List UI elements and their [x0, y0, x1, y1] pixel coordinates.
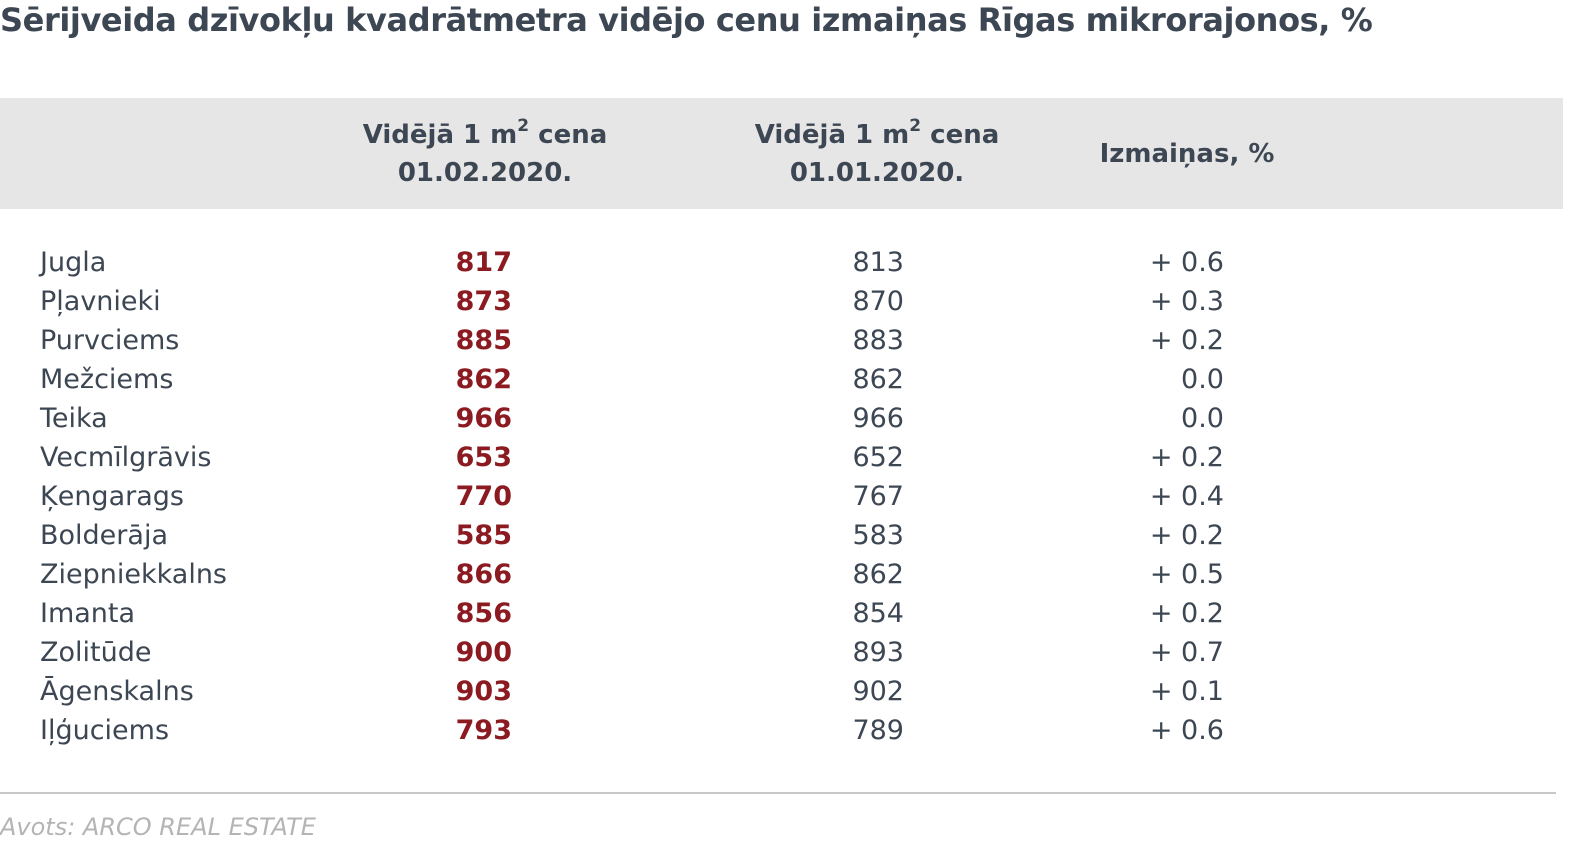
price-jan-value: 854: [852, 598, 904, 629]
district-name: Iļģuciems: [40, 715, 170, 746]
district-name: Bolderāja: [40, 520, 168, 551]
price-feb-value: 873: [455, 286, 512, 317]
table-row: Zolitūde 900 893 + 0.7: [0, 633, 1570, 672]
table-row: Vecmīlgrāvis 653 652 + 0.2: [0, 438, 1570, 477]
district-name: Imanta: [40, 598, 136, 629]
price-jan-value: 966: [852, 403, 904, 434]
price-feb-value: 966: [455, 403, 512, 434]
price-jan-value: 652: [852, 442, 904, 473]
district-name: Purvciems: [40, 325, 180, 356]
table-row: Pļavnieki 873 870 + 0.3: [0, 282, 1570, 321]
price-feb-value: 856: [455, 598, 512, 629]
header-change-label: Izmaiņas, %: [1099, 138, 1275, 169]
price-feb-value: 885: [455, 325, 512, 356]
price-feb-value: 900: [455, 637, 512, 668]
change-value: + 0.2: [1149, 442, 1224, 473]
change-value: + 0.2: [1149, 325, 1224, 356]
price-feb-value: 903: [455, 676, 512, 707]
table-body: Jugla 817 813 + 0.6 Pļavnieki 873 870 + 0.3 Purv…: [0, 243, 1570, 750]
table-row: Āgenskalns 903 902 + 0.1: [0, 672, 1570, 711]
header-price-feb: Vidējā 1 m2 cena 01.02.2020.: [335, 98, 635, 209]
price-feb-value: 653: [455, 442, 512, 473]
chart-title: Sērijveida dzīvokļu kvadrātmetra vidējo …: [0, 1, 1373, 39]
header-price-feb-label: Vidējā 1 m: [362, 119, 518, 150]
change-value: + 0.6: [1149, 247, 1224, 278]
price-jan-value: 870: [852, 286, 904, 317]
footer-divider: [0, 792, 1556, 794]
district-name: Ziepniekkalns: [40, 559, 227, 590]
district-name: Vecmīlgrāvis: [40, 442, 212, 473]
table-row: Mežciems 862 862 0.0: [0, 360, 1570, 399]
change-value: + 0.5: [1149, 559, 1224, 590]
price-feb-value: 585: [455, 520, 512, 551]
district-name: Āgenskalns: [40, 676, 194, 707]
table-row: Teika 966 966 0.0: [0, 399, 1570, 438]
price-jan-value: 893: [852, 637, 904, 668]
change-value: 0.0: [1181, 364, 1224, 395]
price-feb-value: 770: [455, 481, 512, 512]
header-price-jan-line1: Vidējā 1 m2 cena: [755, 116, 1000, 154]
price-jan-value: 862: [852, 559, 904, 590]
district-name: Teika: [40, 403, 108, 434]
change-value: + 0.3: [1149, 286, 1224, 317]
district-name: Pļavnieki: [40, 286, 161, 317]
change-value: + 0.7: [1149, 637, 1224, 668]
district-name: Mežciems: [40, 364, 174, 395]
change-value: + 0.4: [1149, 481, 1224, 512]
price-jan-value: 789: [852, 715, 904, 746]
change-value: + 0.1: [1149, 676, 1224, 707]
price-jan-value: 813: [852, 247, 904, 278]
price-feb-value: 793: [455, 715, 512, 746]
table-header: Vidējā 1 m2 cena 01.02.2020. Vidējā 1 m2…: [0, 98, 1563, 209]
table-row: Ziepniekkalns 866 862 + 0.5: [0, 555, 1570, 594]
table-row: Bolderāja 585 583 + 0.2: [0, 516, 1570, 555]
change-value: + 0.2: [1149, 598, 1224, 629]
header-price-jan-date: 01.01.2020.: [789, 157, 965, 188]
price-jan-value: 883: [852, 325, 904, 356]
price-jan-value: 583: [852, 520, 904, 551]
change-value: + 0.6: [1149, 715, 1224, 746]
change-value: + 0.2: [1149, 520, 1224, 551]
table-row: Imanta 856 854 + 0.2: [0, 594, 1570, 633]
price-feb-value: 866: [455, 559, 512, 590]
price-feb-value: 862: [455, 364, 512, 395]
source-note: Avots: ARCO REAL ESTATE: [0, 813, 316, 841]
header-price-feb-cena: cena: [529, 119, 608, 150]
header-price-jan-cena: cena: [921, 119, 1000, 150]
district-name: Jugla: [40, 247, 107, 278]
header-price-jan-label: Vidējā 1 m: [754, 119, 910, 150]
header-price-feb-line1: Vidējā 1 m2 cena: [363, 116, 608, 154]
header-price-feb-sup: 2: [517, 115, 530, 136]
header-price-jan: Vidējā 1 m2 cena 01.01.2020.: [727, 98, 1027, 209]
table-row: Ķengarags 770 767 + 0.4: [0, 477, 1570, 516]
price-jan-value: 902: [852, 676, 904, 707]
table-row: Purvciems 885 883 + 0.2: [0, 321, 1570, 360]
table-row: Jugla 817 813 + 0.6: [0, 243, 1570, 282]
district-name: Ķengarags: [40, 481, 184, 512]
price-jan-value: 767: [852, 481, 904, 512]
header-price-feb-date: 01.02.2020.: [397, 157, 573, 188]
district-name: Zolitūde: [40, 637, 152, 668]
price-feb-value: 817: [455, 247, 512, 278]
price-jan-value: 862: [852, 364, 904, 395]
header-change: Izmaiņas, %: [1037, 98, 1337, 209]
table-row: Iļģuciems 793 789 + 0.6: [0, 711, 1570, 750]
change-value: 0.0: [1181, 403, 1224, 434]
header-price-jan-sup: 2: [909, 115, 922, 136]
